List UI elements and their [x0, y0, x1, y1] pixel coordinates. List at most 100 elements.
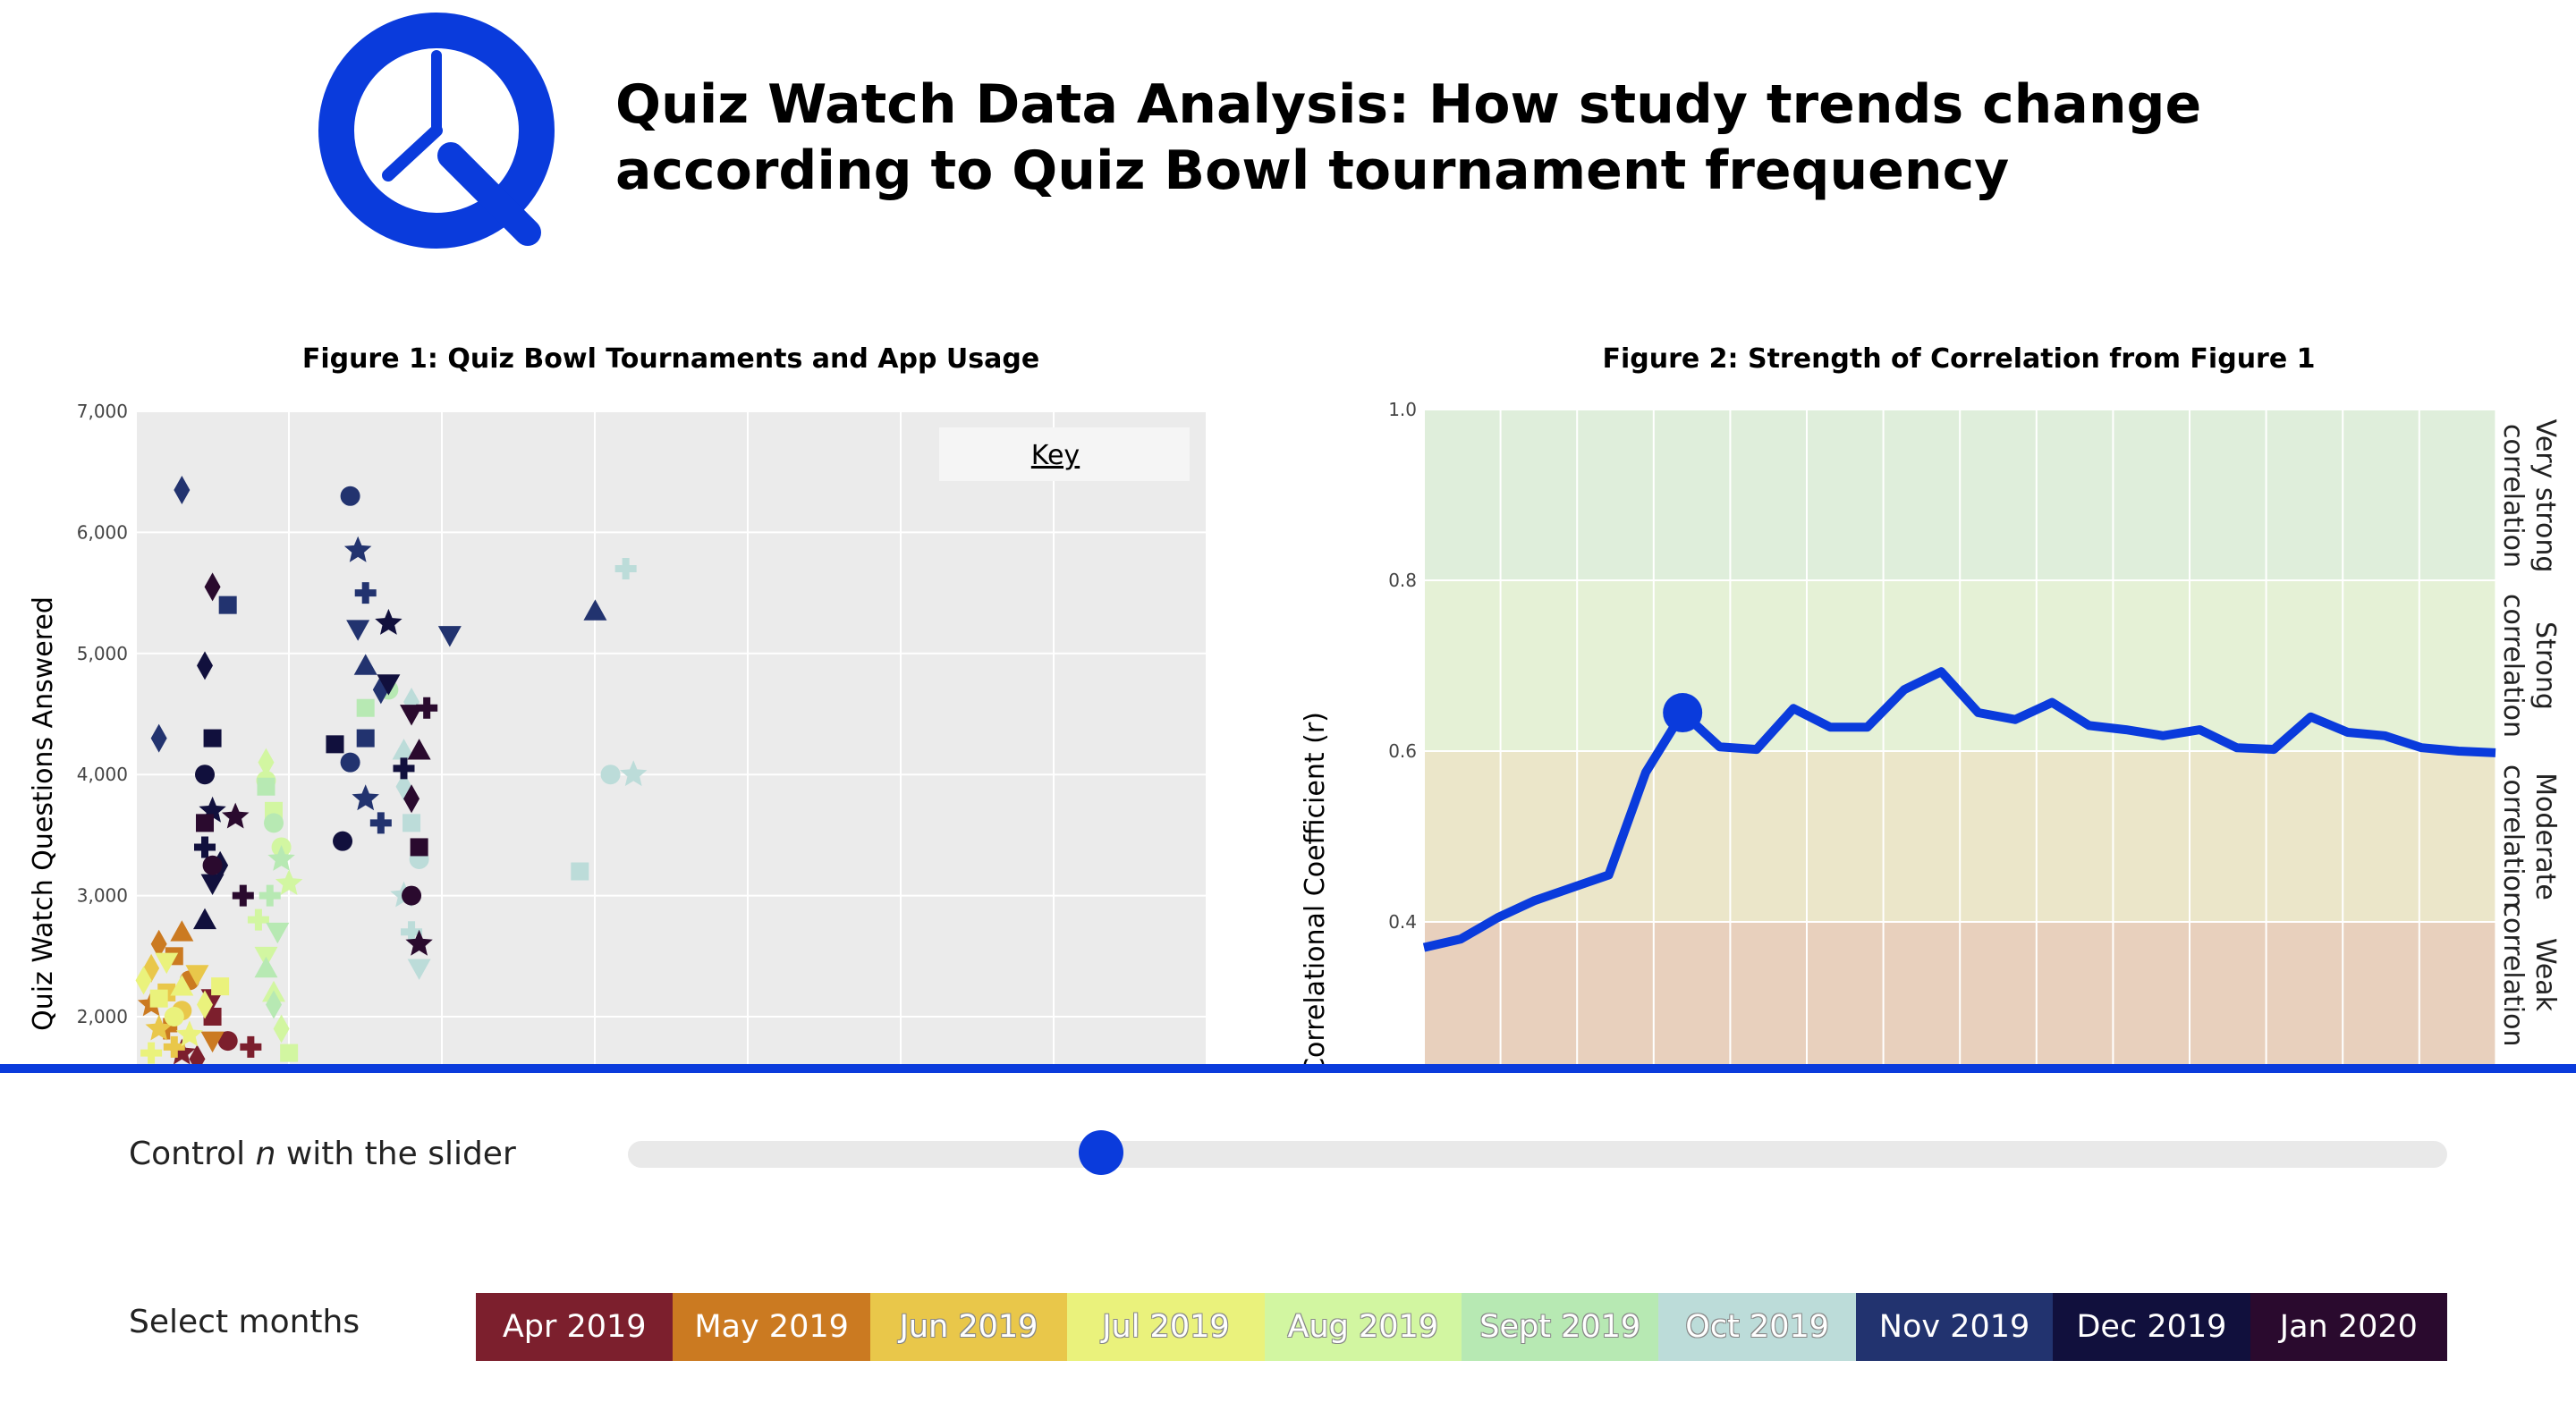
- quiz-watch-logo-icon: [318, 13, 555, 249]
- grid: [1423, 409, 2497, 1066]
- data-point: [197, 651, 214, 680]
- data-point: [258, 748, 275, 777]
- correlation-line: [1422, 667, 2496, 952]
- y-axis-ticks: 0.4 0.6 0.8 1.0: [1388, 399, 1417, 933]
- band-label-line2: correlation: [2497, 765, 2529, 908]
- data-point: [356, 729, 375, 748]
- data-point: [200, 1031, 225, 1053]
- data-point: [267, 845, 295, 871]
- plot-background: [136, 411, 1208, 1066]
- slider-label: Control n with the slider: [129, 1136, 516, 1172]
- month-button-may-2019[interactable]: May 2019: [673, 1293, 870, 1361]
- month-button-jan-2020[interactable]: Jan 2020: [2250, 1293, 2448, 1361]
- data-point: [189, 1044, 206, 1066]
- month-button-aug-2019[interactable]: Aug 2019: [1264, 1293, 1462, 1361]
- n-slider-thumb[interactable]: [1078, 1130, 1123, 1175]
- data-point: [163, 1035, 185, 1058]
- data-point: [583, 599, 607, 621]
- figure1-title: Figure 1: Quiz Bowl Tournaments and App …: [301, 343, 1040, 375]
- month-button-apr-2019[interactable]: Apr 2019: [476, 1293, 674, 1361]
- y-tick-label: 0.8: [1388, 570, 1417, 591]
- y-tick-label: 6,000: [77, 521, 128, 543]
- data-point: [193, 908, 217, 930]
- data-point: [354, 582, 377, 604]
- section-divider: [0, 1064, 2576, 1073]
- data-point: [194, 836, 216, 858]
- y-tick-label: 3,000: [77, 885, 128, 907]
- data-point: [254, 956, 278, 978]
- data-point: [197, 990, 214, 1019]
- month-button-sept-2019[interactable]: Sept 2019: [1462, 1293, 1659, 1361]
- month-button-dec-2019[interactable]: Dec 2019: [2053, 1293, 2250, 1361]
- data-point: [403, 784, 420, 814]
- data-point: [352, 784, 379, 811]
- figure2-title: Figure 2: Strength of Correlation from F…: [1602, 343, 2316, 375]
- data-point: [340, 486, 360, 506]
- band-label-line2: correlation: [2497, 424, 2529, 568]
- grid: [135, 410, 1208, 1066]
- data-point: [340, 752, 360, 773]
- months-label: Select months: [129, 1304, 360, 1340]
- y-tick-label: 0.6: [1388, 740, 1417, 762]
- band-label: Weakcorrelation: [2497, 903, 2561, 1047]
- current-n-marker: [1663, 693, 1703, 733]
- data-point: [150, 723, 167, 753]
- data-point: [266, 922, 290, 944]
- data-point: [217, 1031, 238, 1052]
- data-point: [168, 1038, 196, 1065]
- data-point: [218, 596, 237, 614]
- data-point: [203, 729, 222, 748]
- data-point: [326, 735, 344, 754]
- slider-label-suffix: with the slider: [275, 1136, 516, 1172]
- figure1-scatter-chart: 2,000 3,000 4,000 5,000 6,000 7,000 Quiz Watc…: [28, 401, 1208, 1066]
- month-button-oct-2019[interactable]: Oct 2019: [1658, 1293, 1856, 1361]
- data-point: [170, 920, 194, 942]
- n-slider-track[interactable]: [628, 1141, 2447, 1168]
- data-point: [405, 929, 433, 956]
- data-point: [410, 838, 428, 857]
- data-point: [266, 990, 283, 1019]
- slider-label-var: n: [255, 1136, 276, 1172]
- band-label-line1: Moderate: [2529, 773, 2561, 900]
- data-point: [164, 1007, 184, 1027]
- data-point: [273, 1014, 290, 1043]
- month-button-jul-2019[interactable]: Jul 2019: [1067, 1293, 1265, 1361]
- data-point: [140, 1042, 163, 1064]
- data-point: [356, 698, 375, 717]
- band-label: Very strongcorrelation: [2497, 419, 2561, 573]
- data-point: [353, 654, 377, 675]
- key-button[interactable]: Key: [939, 427, 1190, 481]
- month-selector: Apr 2019 May 2019 Jun 2019 Jul 2019 Aug …: [476, 1293, 2448, 1361]
- data-point: [247, 908, 269, 931]
- data-point: [275, 869, 303, 895]
- y-tick-label: 4,000: [77, 764, 128, 785]
- y-tick-label: 5,000: [77, 643, 128, 664]
- data-point: [333, 831, 353, 851]
- data-point: [437, 626, 462, 647]
- data-point: [222, 802, 250, 829]
- data-point: [204, 572, 221, 602]
- slider-label-prefix: Control: [129, 1136, 256, 1172]
- data-point: [416, 697, 438, 719]
- data-point: [211, 977, 230, 996]
- data-point: [407, 739, 431, 760]
- page-title-line2: according to Quiz Bowl tournament freque…: [615, 139, 2010, 202]
- data-point: [402, 814, 421, 832]
- data-point: [377, 674, 401, 696]
- data-points: [135, 476, 648, 1066]
- y-axis-ticks: 2,000 3,000 4,000 5,000 6,000 7,000: [77, 401, 128, 1027]
- data-point: [620, 760, 648, 787]
- data-point: [174, 476, 191, 505]
- band-label: Moderatecorrelation: [2497, 765, 2561, 908]
- month-button-nov-2019[interactable]: Nov 2019: [1855, 1293, 2054, 1361]
- data-point: [149, 989, 168, 1008]
- page-title: Quiz Watch Data Analysis: How study tren…: [615, 72, 2315, 204]
- data-point: [185, 965, 209, 986]
- month-button-jun-2019[interactable]: Jun 2019: [869, 1293, 1068, 1361]
- data-point: [145, 1014, 173, 1041]
- y-axis-label: Quiz Watch Questions Answered: [28, 596, 59, 1031]
- data-point: [343, 536, 372, 562]
- y-tick-label: 0.4: [1388, 911, 1417, 933]
- data-point: [258, 884, 281, 907]
- data-point: [369, 812, 392, 834]
